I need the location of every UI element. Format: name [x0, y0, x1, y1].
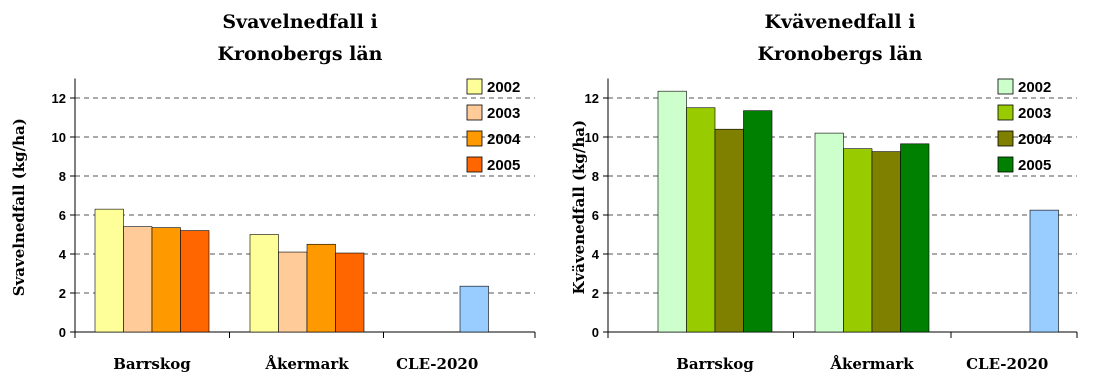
legend-swatch-2002: [466, 78, 483, 95]
bar-2004: [714, 128, 744, 333]
y-tick-label: 10: [585, 130, 599, 145]
y-tick-label: 12: [585, 91, 599, 106]
bar-2002: [94, 208, 124, 333]
bar-2004: [151, 227, 181, 333]
chart-title-line: Svavelnedfall i: [222, 11, 377, 33]
legend-label: 2004: [487, 131, 521, 148]
legend-swatch-2003: [466, 104, 483, 121]
bar-2005: [180, 230, 210, 333]
bar-2003: [843, 148, 873, 333]
y-tick-label: 4: [59, 247, 67, 262]
legend-swatch-2005: [466, 156, 483, 173]
y-tick-label: 6: [59, 208, 66, 223]
y-axis-label: Svavelnedfall (kg/ha): [10, 118, 28, 296]
bar-2003: [123, 226, 153, 333]
legend-swatch-2005: [997, 156, 1014, 173]
y-tick-label: 6: [592, 208, 599, 223]
bar-2005: [335, 252, 365, 333]
legend-label: 2002: [1018, 79, 1051, 96]
bar-reference: [1029, 209, 1059, 333]
y-tick-label: 10: [52, 130, 66, 145]
bar-2003: [686, 107, 716, 333]
bar-2002: [249, 234, 279, 333]
bar-reference: [459, 285, 489, 333]
legend-swatch-2003: [997, 104, 1014, 121]
x-category-label: Åkermark: [264, 355, 349, 373]
y-tick-label: 0: [59, 325, 66, 340]
y-tick-label: 12: [52, 91, 66, 106]
sulfur-chart: Svavelnedfall i Kronobergs län 0 2 4 6 8 10 12 Sv…: [10, 11, 536, 373]
legend-label: 2004: [1018, 131, 1052, 148]
legend-swatch-2002: [997, 78, 1014, 95]
x-category-label: Åkermark: [829, 355, 914, 373]
sulfur-chart-svg: Svavelnedfall i Kronobergs län 0 2 4 6 8 10 12 Sv…: [10, 11, 536, 373]
bar-2004: [871, 151, 901, 333]
y-tick-label: 2: [592, 286, 599, 301]
y-tick-label: 8: [592, 169, 599, 184]
nitrogen-chart: Kvävenedfall i Kronobergs län 0 2 4 6 8 10 12 Kvä…: [550, 0, 1100, 378]
chart-title-line: Kronobergs län: [217, 43, 382, 65]
bar-2002: [657, 90, 687, 333]
y-tick-label: 8: [59, 169, 66, 184]
bar-2005: [743, 110, 773, 333]
bar-2003: [278, 251, 308, 333]
x-category-label: Barrskog: [676, 355, 754, 373]
chart-title-line: Kronobergs län: [757, 43, 922, 65]
y-tick-label: 4: [592, 247, 600, 262]
legend-label: 2002: [487, 79, 520, 96]
bar-2005: [900, 143, 930, 333]
nitrogen-chart-svg: Kvävenedfall i Kronobergs län 0 2 4 6 8 10 12 Kvä…: [570, 11, 1078, 373]
y-tick-label: 2: [59, 286, 66, 301]
y-axis-label: Kvävenedfall (kg/ha): [570, 120, 588, 295]
legend-swatch-2004: [466, 130, 483, 147]
x-category-label: Barrskog: [113, 355, 191, 373]
legend-label: 2005: [1018, 157, 1051, 174]
legend-swatch-2004: [997, 130, 1014, 147]
x-category-label: CLE-2020: [396, 355, 478, 373]
y-tick-label: 0: [592, 325, 599, 340]
bar-2004: [306, 243, 336, 333]
bar-2002: [814, 132, 844, 333]
legend-label: 2003: [487, 105, 520, 122]
legend-label: 2005: [487, 157, 520, 174]
chart-title-line: Kvävenedfall i: [765, 11, 916, 33]
legend-label: 2003: [1018, 105, 1051, 122]
x-category-label: CLE-2020: [966, 355, 1048, 373]
